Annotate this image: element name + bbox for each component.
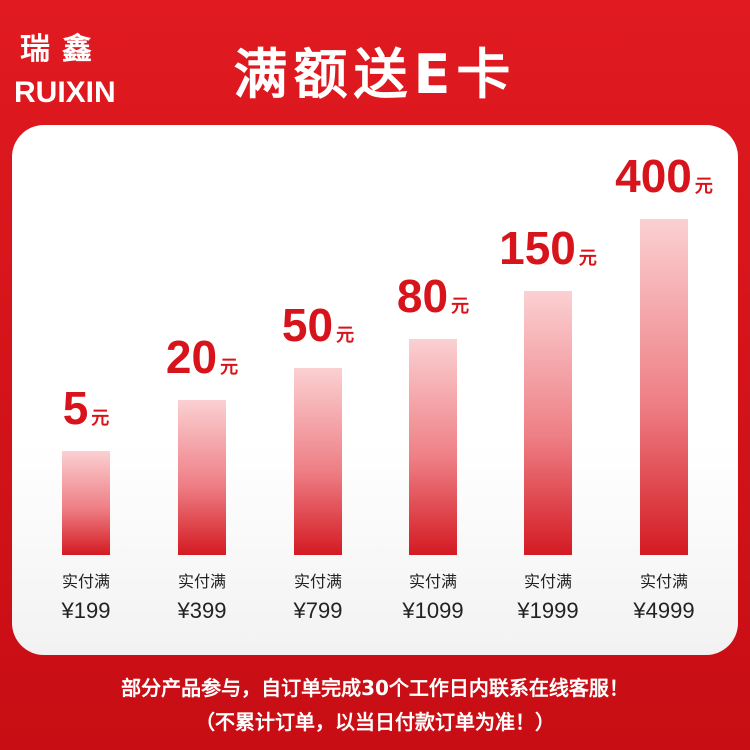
condition: 实付满 <box>523 572 572 591</box>
reward-label: 80 元 <box>363 269 503 323</box>
price: ¥1999 <box>517 598 579 623</box>
reward-unit: 元 <box>578 248 597 268</box>
footer-note: 部分产品参与，自订单完成30个工作日内联系在线客服！ <box>121 676 629 700</box>
price: ¥799 <box>293 598 343 623</box>
bar <box>62 451 110 555</box>
bar <box>178 400 226 555</box>
price: ¥199 <box>61 598 111 623</box>
reward-unit: 元 <box>220 357 239 377</box>
reward-label: 150 元 <box>478 221 618 275</box>
condition: 实付满 <box>61 572 110 591</box>
footer-note: （不累计订单，以当日付款订单为准！） <box>195 710 555 734</box>
reward-label: 50 元 <box>248 298 388 352</box>
reward-unit: 元 <box>336 325 355 345</box>
reward-value: 20 <box>165 331 218 383</box>
bar <box>409 339 457 555</box>
reward-value: 150 <box>499 222 576 274</box>
title: 满额送E卡 <box>233 43 517 106</box>
reward-label: 20 元 <box>132 330 272 384</box>
reward-value: 400 <box>615 150 692 202</box>
bar <box>524 291 572 555</box>
reward-unit: 元 <box>451 296 470 316</box>
reward-value: 80 <box>396 270 449 322</box>
condition: 实付满 <box>293 572 342 591</box>
condition: 实付满 <box>177 572 226 591</box>
reward-value: 5 <box>62 382 89 434</box>
price: ¥4999 <box>633 598 695 623</box>
reward-label: 400 元 <box>594 149 734 203</box>
bar <box>640 219 688 555</box>
reward-value: 50 <box>281 299 334 351</box>
reward-unit: 元 <box>91 408 110 428</box>
logo: 瑞鑫 <box>20 32 104 67</box>
card <box>12 125 738 655</box>
condition: 实付满 <box>639 572 688 591</box>
condition: 实付满 <box>408 572 457 591</box>
price: ¥399 <box>177 598 227 623</box>
price: ¥1099 <box>402 598 464 623</box>
reward-unit: 元 <box>694 176 713 196</box>
bar <box>294 368 342 555</box>
brand-name: RUIXIN <box>14 76 116 109</box>
